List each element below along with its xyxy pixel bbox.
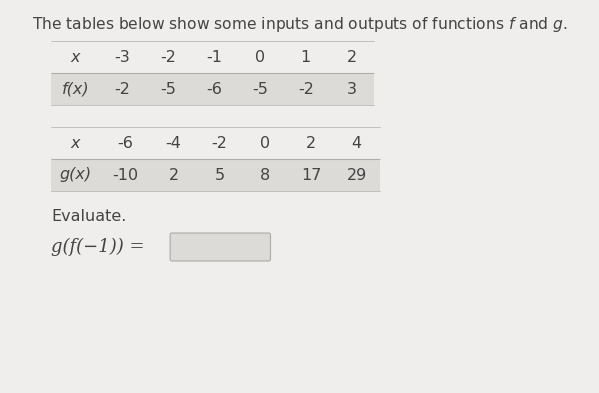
Bar xyxy=(51,159,380,191)
Text: 2: 2 xyxy=(346,50,356,64)
Text: x: x xyxy=(71,136,80,151)
Bar xyxy=(51,41,374,73)
Text: g(x): g(x) xyxy=(59,167,92,182)
Text: 0: 0 xyxy=(260,136,270,151)
Text: The tables below show some inputs and outputs of functions $f$ and $g$.: The tables below show some inputs and ou… xyxy=(32,15,567,34)
Text: 3: 3 xyxy=(346,81,356,97)
Text: 1: 1 xyxy=(301,50,311,64)
Text: -3: -3 xyxy=(114,50,131,64)
FancyBboxPatch shape xyxy=(170,233,271,261)
Text: -2: -2 xyxy=(114,81,131,97)
Text: x: x xyxy=(71,50,80,64)
Text: 4: 4 xyxy=(352,136,362,151)
Text: 0: 0 xyxy=(255,50,265,64)
Text: -5: -5 xyxy=(161,81,176,97)
Text: -6: -6 xyxy=(206,81,222,97)
Text: 8: 8 xyxy=(260,167,270,182)
Text: -6: -6 xyxy=(117,136,133,151)
Text: g(f(−1)) =: g(f(−1)) = xyxy=(51,238,145,256)
Text: Evaluate.: Evaluate. xyxy=(51,209,126,224)
Bar xyxy=(51,73,374,105)
Text: -2: -2 xyxy=(211,136,228,151)
Text: 2: 2 xyxy=(168,167,179,182)
Text: 29: 29 xyxy=(347,167,367,182)
Text: 5: 5 xyxy=(214,167,225,182)
Text: -1: -1 xyxy=(206,50,222,64)
Text: 2: 2 xyxy=(306,136,316,151)
Text: -10: -10 xyxy=(112,167,138,182)
Text: f(x): f(x) xyxy=(62,81,89,97)
Text: 17: 17 xyxy=(301,167,321,182)
Text: -2: -2 xyxy=(161,50,176,64)
Text: -4: -4 xyxy=(166,136,181,151)
Text: -2: -2 xyxy=(298,81,314,97)
Bar xyxy=(51,127,380,159)
Text: -5: -5 xyxy=(252,81,268,97)
